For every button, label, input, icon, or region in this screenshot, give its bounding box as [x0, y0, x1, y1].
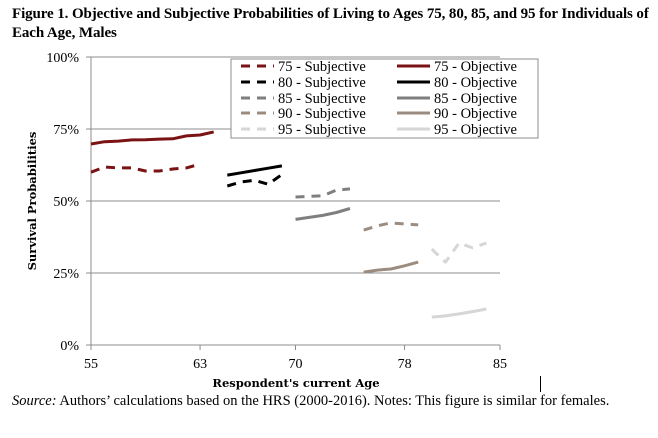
- series-line-80-subjective: [226, 173, 283, 188]
- legend-item-90-subjective: 90 - Subjective: [241, 106, 366, 122]
- tick-labels: 0% 25% 50% 75% 100% 55 63 70 78 85: [46, 51, 507, 372]
- source-label: Source:: [12, 393, 57, 409]
- x-tick-label: 63: [193, 357, 207, 372]
- legend-box: [230, 58, 539, 139]
- legend-item-85-objective: 85 - Objective: [397, 91, 517, 107]
- series-line-95-objective: [431, 307, 487, 319]
- legend-item-95-subjective: 95 - Subjective: [241, 122, 366, 138]
- legend-label: 75 - Subjective: [278, 59, 366, 75]
- legend-item-95-objective: 95 - Objective: [397, 122, 517, 138]
- series-line-90-subjective: [363, 221, 419, 232]
- y-tick-label: 100%: [46, 51, 79, 66]
- legend-label: 75 - Objective: [434, 59, 517, 75]
- y-tick-label: 0%: [60, 339, 79, 354]
- axes: [86, 56, 501, 350]
- legend-label: 90 - Subjective: [278, 106, 366, 122]
- series-line-85-objective: [295, 207, 351, 221]
- figure-title: Figure 1. Objective and Subjective Proba…: [12, 6, 649, 41]
- legend-item-75-objective: 75 - Objective: [397, 59, 517, 75]
- series-line-90-objective: [363, 260, 419, 274]
- y-tick-label: 50%: [53, 195, 79, 210]
- x-tick-label: 78: [398, 357, 412, 372]
- legend-label: 80 - Subjective: [278, 75, 366, 91]
- source-text: Authors’ calculations based on the HRS (…: [56, 393, 610, 409]
- legend-label: 80 - Objective: [434, 75, 517, 91]
- legend-item-75-subjective: 75 - Subjective: [241, 59, 366, 75]
- text-cursor: [540, 376, 541, 392]
- legend-label: 85 - Objective: [434, 91, 517, 107]
- x-tick-label: 70: [289, 357, 303, 372]
- legend-label: 95 - Subjective: [278, 122, 366, 138]
- legend-item-85-subjective: 85 - Subjective: [241, 91, 366, 107]
- series-line-80-objective: [227, 164, 283, 177]
- x-tick-label: 55: [84, 357, 98, 372]
- y-tick-label: 75%: [53, 123, 79, 138]
- legend-item-80-objective: 80 - Objective: [397, 75, 517, 91]
- legend-label: 90 - Objective: [434, 106, 517, 122]
- y-tick-label: 25%: [53, 267, 79, 282]
- legend-label: 95 - Objective: [434, 122, 517, 138]
- series-line-75-subjective: [90, 162, 201, 174]
- series-line-85-subjective: [295, 187, 351, 199]
- series-line-95-subjective: [430, 241, 487, 264]
- legend-label: 85 - Subjective: [278, 91, 366, 107]
- series-group: [90, 130, 487, 319]
- y-axis-label: Survival Probabilities: [25, 132, 39, 271]
- x-tick-label: 85: [493, 357, 507, 372]
- x-axis-label: Respondent's current Age: [212, 376, 379, 390]
- series-line-75-objective: [90, 130, 215, 146]
- legend-item-90-objective: 90 - Objective: [397, 106, 517, 122]
- source-note: Source: Authors’ calculations based on t…: [12, 392, 648, 410]
- legend-item-80-subjective: 80 - Subjective: [241, 75, 366, 91]
